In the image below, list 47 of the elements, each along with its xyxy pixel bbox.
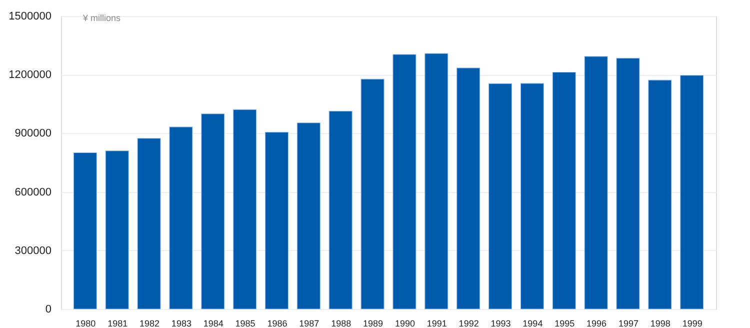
x-tick-label: 1987 [299, 318, 320, 328]
y-tick-label: 1500000 [8, 10, 52, 22]
bar [488, 83, 512, 310]
x-tick-label: 1995 [554, 318, 575, 328]
bar [648, 80, 672, 310]
x-tick-label: 1983 [171, 318, 192, 328]
bar [392, 54, 416, 310]
bar [424, 53, 448, 310]
x-tick-label: 1982 [140, 318, 160, 328]
bar [264, 132, 289, 310]
x-tick-label: 1981 [108, 318, 128, 328]
x-tick-label: 1990 [394, 318, 415, 328]
x-tick-label: 1989 [363, 318, 384, 328]
bar [584, 56, 608, 310]
x-tick-label: 1986 [267, 318, 288, 328]
x-tick-label: 1994 [522, 318, 543, 328]
bar [328, 110, 352, 310]
x-tick-label: 1985 [235, 318, 256, 328]
x-tick-label: 1991 [426, 318, 447, 328]
y-tick-label: 900000 [14, 128, 52, 140]
x-tick-label: 1984 [203, 318, 224, 328]
bar [137, 138, 161, 310]
bar [520, 83, 544, 310]
x-tick-label: 1999 [682, 318, 702, 328]
bar [169, 126, 193, 310]
annotation: ¥ millions [82, 13, 122, 23]
y-tick-label: 1200000 [8, 69, 52, 82]
x-tick-label: 1980 [76, 318, 96, 328]
y-tick-label: 600000 [14, 186, 52, 198]
x-tick-label: 1998 [650, 318, 670, 328]
x-tick-label: 1996 [586, 318, 607, 328]
x-tick-label: 1993 [490, 318, 511, 328]
bar [201, 114, 225, 310]
bar [296, 122, 320, 310]
x-tick-label: 1997 [618, 318, 638, 328]
bar [360, 78, 384, 310]
x-tick-label: 1988 [331, 318, 352, 328]
y-tick-label: 0 [45, 304, 52, 316]
bar [616, 58, 640, 310]
bar [105, 150, 129, 310]
x-tick-label: 1992 [458, 318, 479, 328]
bar [73, 152, 97, 310]
bar [552, 72, 576, 310]
bar [680, 75, 704, 310]
bar [456, 68, 480, 310]
y-tick-label: 300000 [14, 244, 52, 257]
bar [233, 109, 257, 310]
